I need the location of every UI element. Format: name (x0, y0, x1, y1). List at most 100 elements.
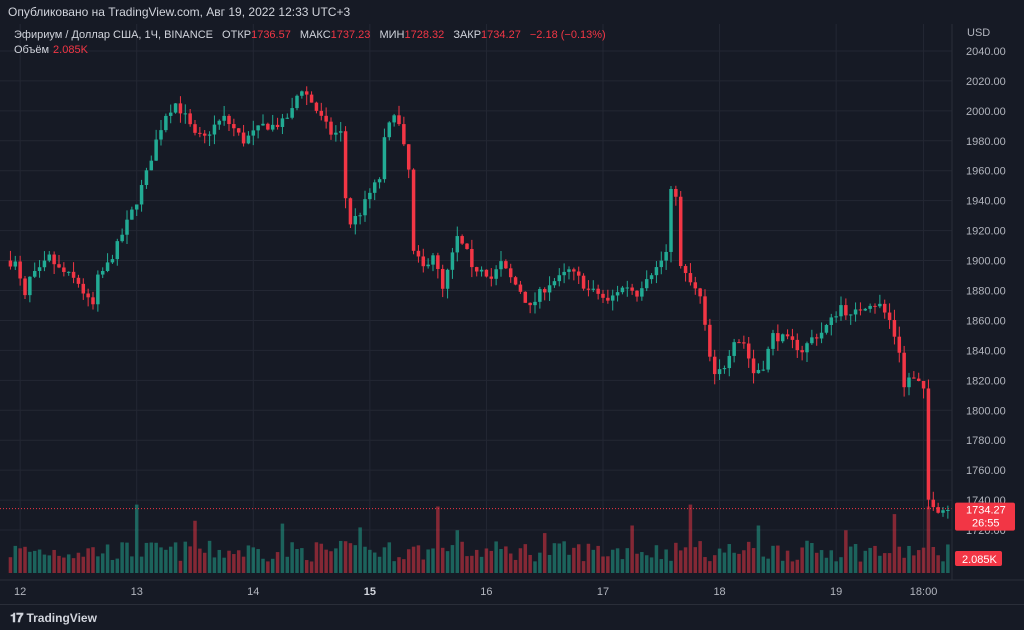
candle-body (805, 343, 809, 353)
price-chart[interactable]: USD1720.001740.001760.001780.001800.0018… (0, 24, 1024, 604)
volume-bar (746, 541, 751, 573)
volume-bar (557, 543, 562, 573)
volume-bar (445, 551, 450, 573)
candle-body (630, 287, 634, 291)
volume-bar (484, 548, 489, 573)
volume-bar (814, 552, 819, 573)
candle-body (868, 305, 872, 309)
price-tick-label: 1880.00 (966, 285, 1006, 297)
volume-bar (13, 545, 18, 573)
candle-body (649, 275, 654, 280)
candle-body (839, 305, 843, 317)
candle-body (688, 273, 693, 283)
candle-body (698, 288, 702, 297)
volume-bar (28, 551, 32, 573)
candle-body (776, 333, 780, 342)
candle-body (416, 250, 421, 257)
candle-body (232, 124, 236, 129)
candle-body (703, 296, 707, 325)
volume-bar (304, 560, 309, 573)
volume-bar (183, 541, 188, 573)
candle-body (406, 144, 411, 170)
volume-bar (222, 557, 226, 573)
volume-bar (353, 545, 358, 573)
candle-body (916, 378, 921, 381)
candle-body (722, 368, 727, 370)
volume-bar (382, 547, 387, 573)
candle-body (324, 115, 328, 122)
candle-body (732, 342, 736, 356)
candle-body (125, 219, 129, 235)
volume-bar (591, 549, 596, 573)
volume-bar (732, 552, 736, 573)
open-value: 1736.57 (251, 29, 291, 41)
low-label: МИН (379, 29, 405, 41)
candle-body (674, 188, 678, 197)
time-tick-label: 18 (713, 586, 725, 598)
volume-legend: Объём 2.085K (14, 44, 88, 56)
volume-bar (81, 556, 86, 573)
volume-bar (159, 547, 163, 573)
time-tick-label: 12 (14, 586, 26, 598)
volume-bar (810, 543, 814, 573)
volume-bar (552, 543, 557, 573)
symbol-legend: Эфириум / Доллар США, 1Ч, BINANCE ОТКР17… (14, 29, 606, 41)
candle-body (737, 342, 741, 344)
candle-body (290, 108, 294, 118)
price-tick-label: 1920.00 (966, 226, 1006, 238)
candle-body (727, 355, 732, 369)
volume-bar (125, 542, 129, 573)
volume-bar (236, 550, 241, 573)
candle-body (538, 289, 542, 302)
volume-bar (727, 544, 732, 573)
footer: 𝟏𝟕 TradingView (0, 604, 1024, 630)
volume-bar (207, 540, 212, 573)
volume-bar (712, 555, 717, 573)
candle-body (8, 260, 13, 267)
high-label: МАКС (299, 29, 331, 41)
candle-body (270, 124, 275, 130)
last-price-badge (955, 502, 1015, 531)
volume-bar (630, 525, 634, 573)
volume-bar (42, 554, 47, 573)
volume-bar (411, 546, 416, 573)
tradingview-logo[interactable]: 𝟏𝟕 TradingView (10, 610, 97, 626)
volume-bar (474, 549, 479, 573)
candle-body (513, 277, 518, 285)
candle-body (139, 185, 144, 205)
volume-bar (460, 541, 464, 573)
volume-bar (314, 542, 319, 573)
candle-body (120, 234, 124, 242)
candle-body (436, 255, 440, 269)
candle-body (620, 287, 625, 293)
volume-bar (62, 557, 66, 573)
volume-bar (91, 547, 95, 573)
volume-bar (606, 556, 610, 573)
volume-bar (508, 553, 513, 573)
volume-bar (431, 548, 435, 573)
volume-bar (785, 550, 790, 573)
volume-bar (790, 561, 795, 573)
close-label: ЗАКР (453, 29, 482, 41)
candle-body (664, 251, 668, 261)
volume-bar (601, 556, 605, 573)
volume-bar (256, 549, 260, 573)
price-tick-label: 1780.00 (966, 435, 1006, 447)
candle-body (202, 133, 207, 136)
volume-bar (426, 549, 430, 573)
volume-bar (878, 555, 882, 573)
published-caption: Опубликовано на TradingView.com, Авг 19,… (8, 5, 351, 19)
volume-bar (936, 555, 940, 573)
candle-body (542, 289, 547, 293)
price-tick-label: 1960.00 (966, 166, 1006, 178)
price-tick-label: 1760.00 (966, 465, 1006, 477)
candle-body (902, 352, 906, 388)
volume-bar (465, 556, 469, 573)
candle-body (32, 270, 37, 277)
candle-body (586, 288, 591, 290)
price-tick-label: 1900.00 (966, 256, 1006, 268)
volume-bar (649, 557, 654, 573)
candle-body (518, 284, 523, 292)
candle-body (217, 120, 222, 125)
candle-body (251, 130, 256, 136)
